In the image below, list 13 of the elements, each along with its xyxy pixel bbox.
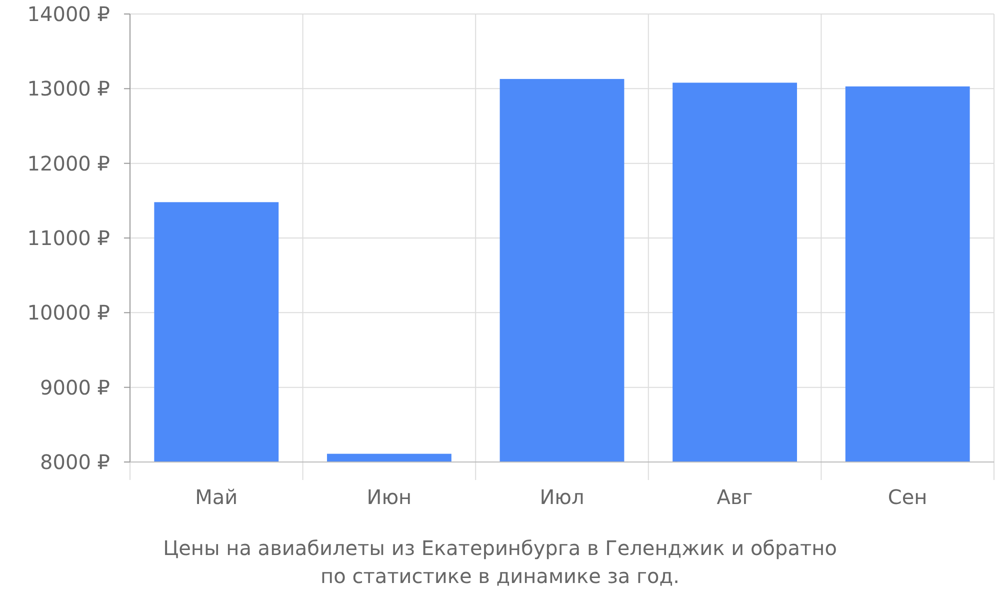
y-tick-label: 13000 ₽ — [27, 76, 110, 101]
y-tick-label: 9000 ₽ — [40, 375, 110, 400]
y-tick-label: 10000 ₽ — [27, 300, 110, 325]
y-tick-label: 8000 ₽ — [40, 450, 110, 474]
x-tick-label: Июн — [366, 485, 412, 509]
x-tick-label: Июл — [540, 485, 584, 509]
y-tick-label: 12000 ₽ — [27, 151, 110, 176]
y-tick-label: 14000 ₽ — [27, 2, 110, 26]
x-axis-title: Цены на авиабилеты из Екатеринбурга в Геленджик и обратно по статистике в динамике за год. — [163, 536, 837, 588]
y-tick-label: 11000 ₽ — [27, 226, 110, 250]
x-tick-label: Май — [195, 485, 238, 509]
x-tick-label: Сен — [888, 485, 928, 509]
x-tick-label: Авг — [716, 485, 753, 509]
